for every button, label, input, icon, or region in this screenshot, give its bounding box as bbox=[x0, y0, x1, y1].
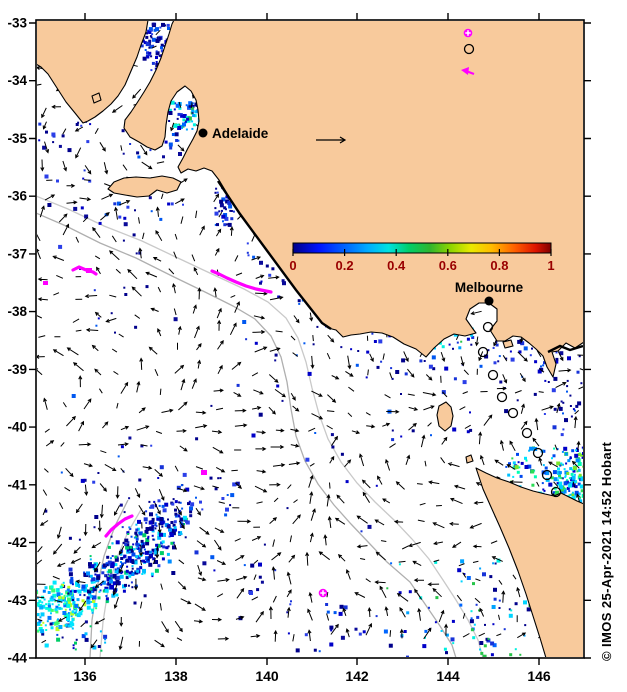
land-polygon-3 bbox=[436, 401, 454, 432]
colorbar-tick-label: 1 bbox=[547, 258, 554, 273]
land-layer bbox=[37, 21, 583, 657]
legend-argo-icon bbox=[463, 28, 473, 38]
y-axis-label: -33 bbox=[7, 16, 27, 31]
y-axis-label: -42 bbox=[7, 535, 27, 550]
y-axis-label: -39 bbox=[7, 362, 27, 377]
land-polygon-1 bbox=[123, 21, 583, 378]
bathymetry-contour-shelf-branch-b bbox=[89, 499, 129, 657]
argo-float-marker bbox=[318, 588, 328, 598]
coastline-emphasis bbox=[217, 180, 332, 330]
land-polygon-2 bbox=[107, 175, 182, 198]
colorbar-gradient bbox=[292, 242, 552, 254]
colorbar-ticks bbox=[292, 249, 552, 256]
y-axis-label: -36 bbox=[7, 189, 27, 204]
y-axis-label: -41 bbox=[7, 477, 27, 492]
ship-marker bbox=[532, 447, 544, 459]
bathymetry-contour-1000m bbox=[37, 212, 457, 657]
land-polygon-5 bbox=[91, 92, 102, 104]
legend-drifter-arrowhead-icon bbox=[461, 67, 469, 75]
velocity-scale-arrow-icon bbox=[316, 136, 347, 144]
colorbar-tick-label: 0.8 bbox=[490, 258, 508, 273]
y-axis-label: -40 bbox=[7, 420, 27, 435]
y-axis-label: -37 bbox=[7, 246, 27, 261]
ship-marker bbox=[477, 346, 489, 358]
axis-layer: 136 138 140 142 144 146 -33 -34 -35 -36 -37 -38 -39 -… bbox=[7, 13, 591, 684]
x-axis-label: 142 bbox=[345, 668, 369, 684]
drifter-speck bbox=[201, 470, 207, 475]
city-label-adelaide: Adelaide bbox=[212, 126, 269, 141]
city-dot-adelaide bbox=[198, 128, 208, 138]
colorbar-tick-label: 0.4 bbox=[387, 258, 406, 273]
coastline-emphasis bbox=[547, 344, 583, 354]
colorbar-tick-label: 0.2 bbox=[336, 258, 354, 273]
x-axis-label: 138 bbox=[164, 668, 188, 684]
land-polygon-4 bbox=[475, 467, 583, 657]
colorbar-tick-label: 0.6 bbox=[439, 258, 457, 273]
axis-ticks bbox=[29, 13, 591, 665]
ship-marker bbox=[521, 427, 533, 439]
land-polygon-6 bbox=[465, 454, 474, 464]
legend-ship-icon bbox=[463, 43, 475, 55]
x-axis-label: 144 bbox=[436, 668, 460, 684]
drifter-track bbox=[71, 265, 98, 276]
drifter-speck bbox=[86, 268, 92, 273]
observations-layer: Adelaide Melbourne bbox=[43, 28, 562, 598]
x-axis-label: 136 bbox=[73, 668, 97, 684]
map-plot-layer bbox=[37, 21, 583, 657]
drifter-track bbox=[210, 269, 273, 294]
ship-marker bbox=[550, 486, 562, 498]
colorbar-tick-label: 0 bbox=[289, 258, 296, 273]
drifter-track bbox=[104, 514, 134, 538]
x-axis-label: 140 bbox=[255, 668, 279, 684]
city-dot-melbourne bbox=[484, 296, 494, 306]
y-axis-label: -43 bbox=[7, 593, 27, 608]
y-axis-label: -34 bbox=[7, 73, 27, 88]
y-axis-label: -44 bbox=[7, 651, 27, 666]
bathymetry-contour-200m bbox=[37, 195, 484, 657]
ship-marker bbox=[482, 321, 494, 333]
ship-marker bbox=[507, 407, 519, 419]
ship-marker bbox=[496, 391, 508, 403]
ship-marker bbox=[541, 469, 553, 481]
x-axis-label: 146 bbox=[527, 668, 551, 684]
drifter-speck bbox=[43, 281, 48, 285]
city-label-melbourne: Melbourne bbox=[455, 280, 524, 295]
ship-marker bbox=[487, 369, 499, 381]
land-polygon-7 bbox=[502, 339, 514, 349]
y-axis-label: -38 bbox=[7, 304, 27, 319]
land-polygon-0 bbox=[37, 21, 149, 124]
colorbar-group: 0 0.2 0.4 0.6 0.8 1 bbox=[289, 242, 555, 273]
y-axis-label: -35 bbox=[7, 131, 27, 146]
